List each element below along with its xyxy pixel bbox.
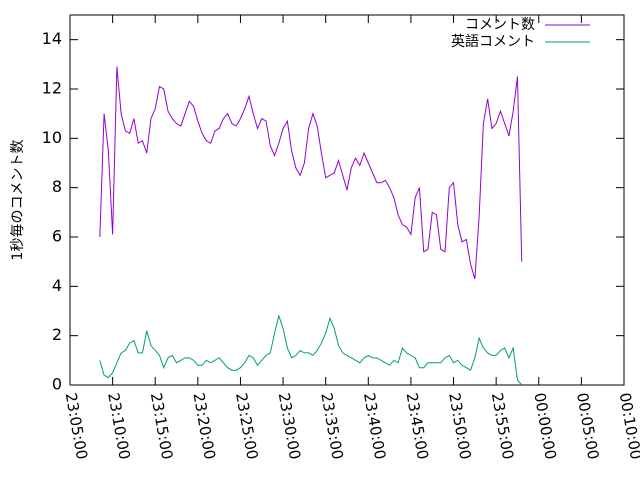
x-tick-label: 23:50:00 (445, 391, 474, 460)
x-tick-label: 23:15:00 (147, 391, 176, 460)
y-tick-label: 12 (42, 79, 62, 98)
series-layer (99, 66, 523, 386)
legend-label: コメント数 (465, 17, 535, 33)
x-tick-label: 00:05:00 (573, 391, 602, 460)
y-tick-label: 2 (52, 325, 62, 344)
x-tick-label: 00:10:00 (616, 391, 640, 460)
series-line-2 (99, 314, 523, 386)
y-axis-label: 1秒毎のコメント数 (10, 140, 26, 261)
x-tick-label: 23:25:00 (232, 391, 261, 460)
x-tick-label: 23:30:00 (275, 391, 304, 460)
plot-frame (69, 14, 625, 386)
x-tick-label: 23:05:00 (62, 391, 91, 460)
y-tick-label: 4 (52, 276, 62, 295)
series-line-1 (99, 66, 523, 280)
x-tick-label: 23:35:00 (317, 391, 346, 460)
y-tick-label: 0 (52, 375, 62, 394)
y-tick-label: 6 (52, 227, 62, 246)
y-tick-label: 10 (42, 128, 62, 147)
legend-label: 英語コメント (451, 33, 535, 50)
x-tick-label: 00:00:00 (530, 391, 559, 460)
x-tick-label: 23:40:00 (360, 391, 389, 460)
x-axis: 23:05:00 23:10:00 23:15:00 23:20:00 23:25:00… (62, 15, 640, 461)
x-tick-label: 23:45:00 (403, 391, 432, 460)
y-tick-label: 8 (52, 177, 62, 196)
x-tick-label: 23:10:00 (104, 391, 133, 460)
y-tick-label: 14 (42, 29, 62, 48)
x-tick-label: 23:55:00 (488, 391, 517, 460)
y-axis: 0 2 4 6 8 10 12 14 (42, 29, 624, 394)
x-tick-label: 23:20:00 (189, 391, 218, 460)
